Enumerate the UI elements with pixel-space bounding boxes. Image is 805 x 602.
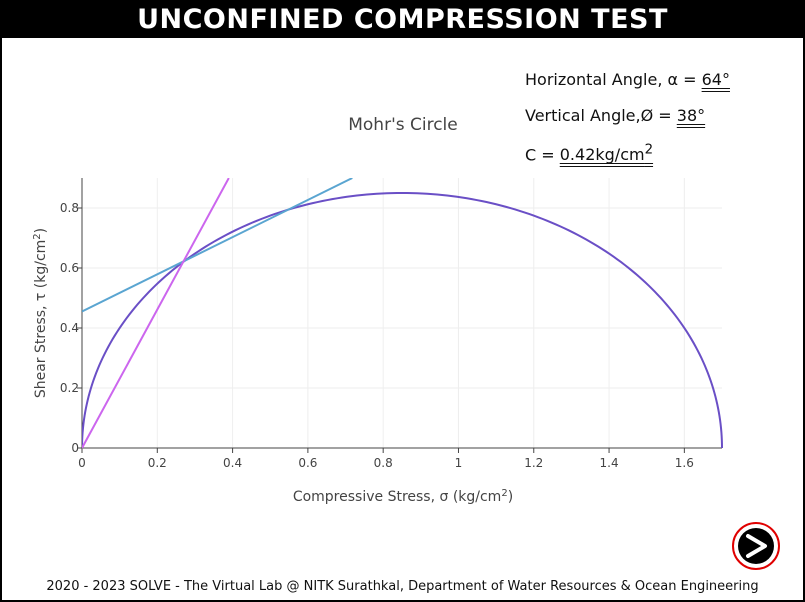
x-tick-label: 0.2: [148, 456, 167, 470]
x-tick-label: 1: [455, 456, 463, 470]
horizontal-angle-value: 64°: [701, 70, 730, 89]
vertical-angle-readout: Vertical Angle,Ø = 38°: [525, 106, 705, 125]
x-tick-label: 1.2: [524, 456, 543, 470]
next-button[interactable]: [732, 522, 780, 570]
horizontal-angle-readout: Horizontal Angle, α = 64°: [525, 70, 730, 89]
cohesion-readout: C = 0.42kg/cm2: [525, 143, 653, 164]
line-series: [82, 178, 230, 449]
x-axis-label: Compressive Stress, σ (kg/cm2): [293, 488, 513, 505]
y-axis-label: Shear Stress, τ (kg/cm2): [32, 228, 49, 398]
vertical-angle-value: 38°: [676, 106, 706, 125]
y-tick-label: 0.4: [60, 321, 79, 335]
y-tick-label: 0: [71, 441, 79, 455]
next-arrow-icon: [732, 522, 780, 570]
series-layer: [82, 178, 723, 449]
mohr-circle-series: [82, 191, 723, 449]
cohesion-label: C =: [525, 145, 560, 165]
mohr-circle-chart: 0 0.2 0.4 0.6 0.8 1 1.2 1.4 1.6 0 0.2 0.4 0.6 0.8 Moh…: [32, 115, 723, 505]
footer-credit: 2020 - 2023 SOLVE - The Virtual Lab @ NI…: [46, 579, 759, 594]
x-tick-label: 1.6: [675, 456, 694, 470]
axis-layer: 0 0.2 0.4 0.6 0.8 1 1.2 1.4 1.6 0 0.2 0.4 0.6 0.8: [60, 178, 722, 470]
cohesion-value: 0.42kg/cm2: [559, 143, 654, 165]
x-tick-label: 0.4: [223, 456, 242, 470]
grid-layer: [81, 178, 722, 449]
chart-title: Mohr's Circle: [348, 115, 458, 135]
cohesion-unit-sup: 2: [644, 143, 654, 158]
x-tick-label: 0.8: [374, 456, 393, 470]
line-series: [82, 178, 353, 313]
y-tick-label: 0.6: [60, 261, 79, 275]
x-tick-label: 1.4: [600, 456, 619, 470]
horizontal-angle-label: Horizontal Angle, α =: [525, 70, 702, 89]
y-tick-label: 0.2: [60, 381, 79, 395]
x-tick-label: 0.6: [298, 456, 317, 470]
vertical-angle-label: Vertical Angle,Ø =: [525, 106, 677, 125]
y-tick-label: 0.8: [60, 201, 79, 215]
page-title: UNCONFINED COMPRESSION TEST: [2, 2, 803, 38]
cohesion-value-text: 0.42kg/cm: [559, 145, 645, 165]
x-tick-label: 0: [78, 456, 86, 470]
